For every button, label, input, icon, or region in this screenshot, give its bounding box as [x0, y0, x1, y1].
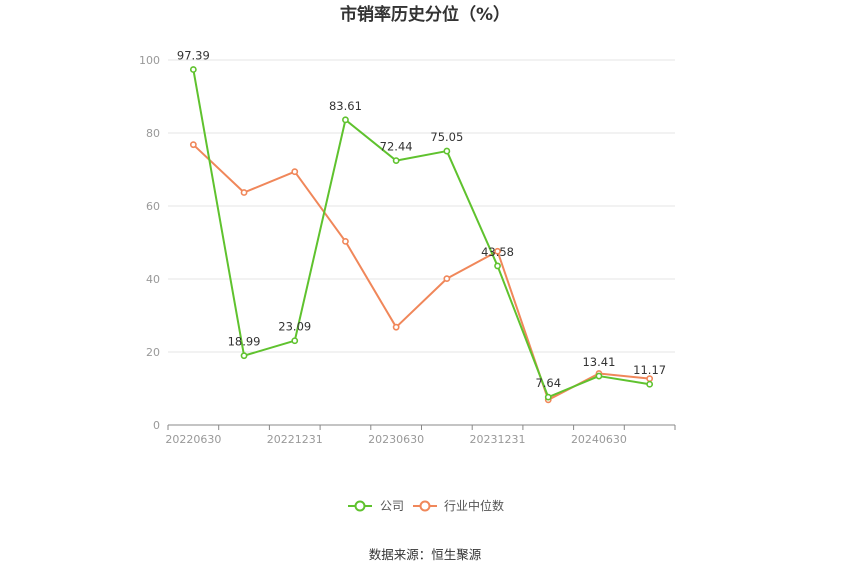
x-tick-label: 20221231	[267, 433, 323, 446]
data-point	[392, 157, 400, 164]
y-axis: 0 20 40 60 80 100	[139, 54, 160, 432]
data-point	[240, 189, 248, 196]
y-tick-label: 100	[139, 54, 160, 67]
x-tick-label: 20220630	[165, 433, 221, 446]
legend-label: 行业中位数	[444, 498, 504, 513]
data-point	[443, 275, 451, 283]
data-point	[392, 323, 400, 331]
data-label: 72.44	[380, 140, 413, 154]
grid	[168, 59, 675, 353]
y-tick-label: 80	[146, 127, 160, 140]
chart-title: 市销率历史分位（%）	[340, 4, 510, 25]
legend-label: 公司	[380, 499, 404, 513]
data-label: 75.05	[430, 130, 463, 144]
data-point	[544, 393, 552, 401]
data-label: 97.39	[177, 49, 210, 63]
legend-marker	[419, 500, 431, 512]
legend[interactable]: 公司 行业中位数	[348, 498, 504, 513]
x-tick-label: 20240630	[571, 433, 627, 446]
source-note: 数据来源：恒生聚源	[369, 547, 482, 562]
data-point	[240, 352, 248, 360]
data-point	[291, 337, 299, 345]
series-line	[192, 69, 650, 399]
y-tick-label: 0	[153, 419, 160, 432]
data-point	[189, 66, 197, 73]
data-label: 43.58	[481, 245, 514, 259]
data-label: 7.64	[535, 376, 561, 390]
data-point	[494, 262, 501, 270]
data-point	[443, 147, 451, 155]
data-point	[342, 238, 349, 245]
legend-item-company[interactable]: 公司	[348, 499, 404, 513]
x-tick-label: 20231231	[470, 433, 526, 446]
data-point	[646, 380, 654, 388]
y-tick-label: 60	[146, 200, 160, 213]
x-axis: 20220630 20221231 20230630 20231231 20240630	[165, 424, 676, 446]
data-label: 11.17	[633, 363, 666, 377]
data-label: 13.41	[582, 355, 615, 369]
data-labels: 97.39 18.99 23.09 83.61 72.44 75.05 43.58 7.64 1…	[177, 49, 666, 391]
data-point	[291, 168, 299, 176]
x-tick-label: 20230630	[368, 433, 424, 446]
y-tick-label: 40	[146, 273, 160, 286]
y-tick-label: 20	[146, 346, 160, 359]
series-line	[192, 143, 650, 401]
data-label: 18.99	[228, 335, 261, 349]
data-label: 83.61	[329, 99, 362, 113]
data-label: 23.09	[278, 320, 311, 334]
data-point	[595, 372, 603, 380]
series-company	[189, 66, 654, 401]
data-point	[189, 141, 197, 149]
data-point	[342, 116, 349, 124]
series-layer	[189, 66, 654, 404]
legend-item-industry-median[interactable]: 行业中位数	[413, 498, 504, 513]
data-point	[494, 247, 501, 255]
legend-marker	[354, 500, 366, 512]
